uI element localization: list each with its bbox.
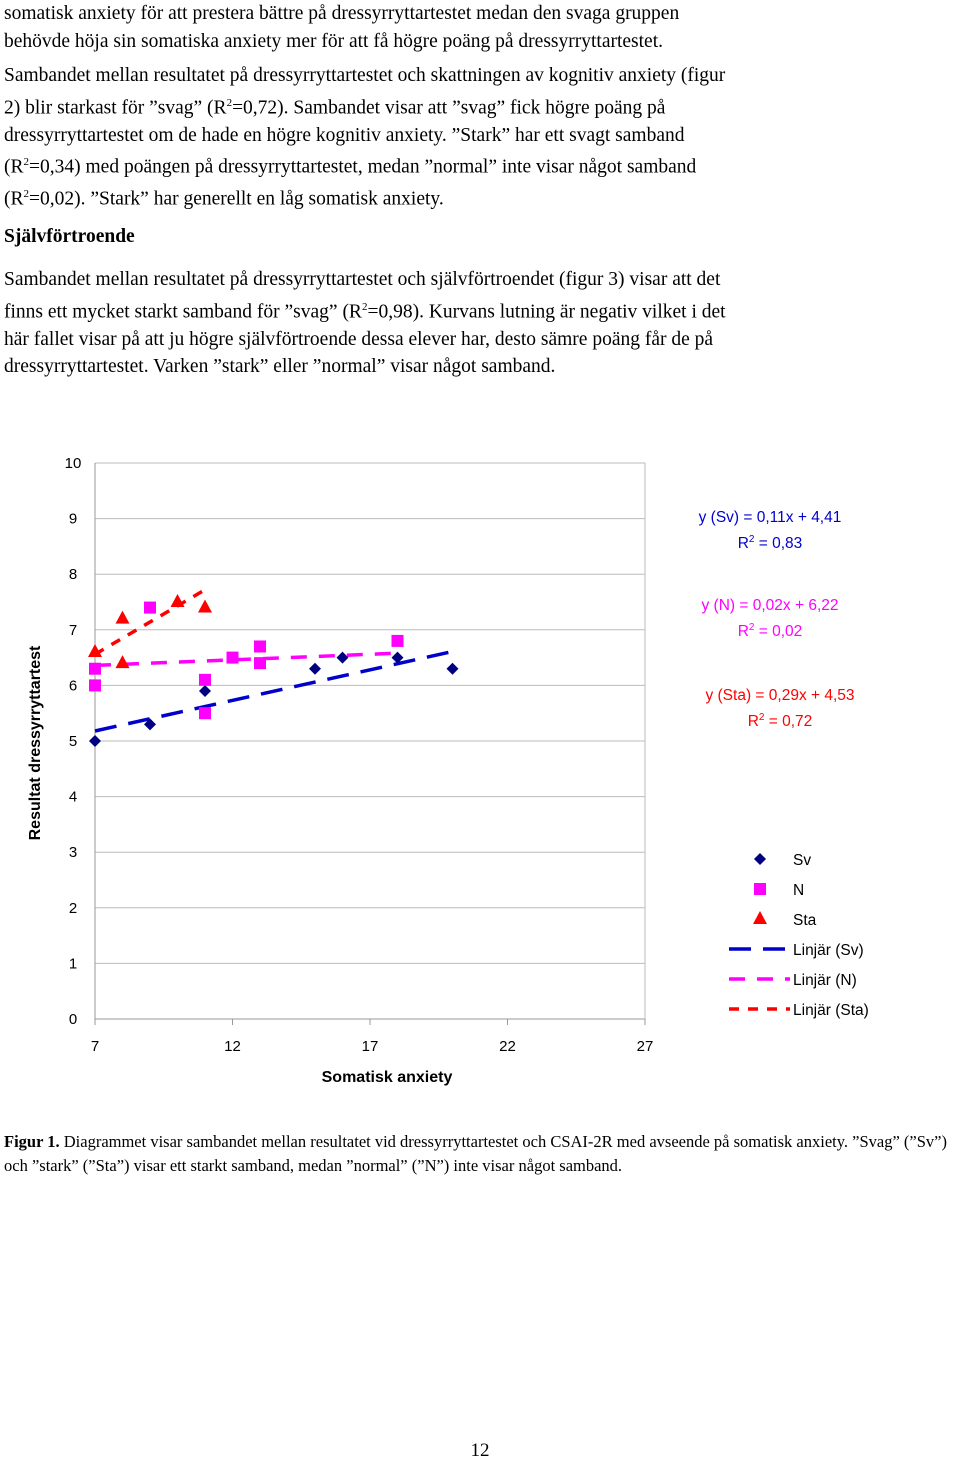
data-point-n [144, 601, 156, 614]
y-tick-label: 7 [69, 622, 77, 639]
x-tick-label: 12 [224, 1038, 241, 1055]
data-point-sta [115, 610, 130, 624]
data-point-n [89, 662, 101, 675]
x-tick-label: 7 [91, 1038, 99, 1055]
caption-text: Diagrammet visar sambandet mellan result… [4, 1132, 947, 1175]
trendline-1 [94, 651, 398, 668]
text-line: finns ett mycket starkt samband för ”sva… [4, 300, 726, 323]
chart-gridlines [95, 462, 645, 964]
legend-marker-n [754, 883, 766, 895]
data-point-n [226, 651, 239, 664]
legend-label: Linjär (N) [793, 972, 857, 989]
legend-label: Sta [793, 912, 817, 929]
legend-label: Linjär (Sta) [793, 1002, 869, 1019]
y-tick-label: 5 [69, 733, 77, 750]
trendline-r-squared: R2 = 0,02 [738, 622, 803, 640]
text-line: behövde höja sin somatiska anxiety mer f… [4, 30, 664, 52]
superscript: 2 [226, 96, 233, 109]
data-point-n [199, 673, 211, 686]
superscript: 2 [361, 300, 368, 313]
superscript: 2 [759, 712, 765, 723]
x-tick-label: 27 [637, 1038, 654, 1055]
text-line: Sambandet mellan resultatet på dressyrry… [4, 65, 726, 86]
data-point-sv [144, 718, 156, 731]
chart-legend: Sv N Sta Linjär (Sv) Linjär (N) Linjär (Sta) [729, 852, 869, 1019]
data-point-sv [446, 662, 459, 675]
data-point-n [199, 707, 211, 720]
trendline-equation: y (Sv) = 0,11x + 4,41 [699, 509, 842, 526]
data-point-n [254, 657, 266, 670]
text-line: 2) blir starkast för ”svag” (R2=0,72). S… [4, 96, 666, 119]
data-point-sta [198, 599, 212, 613]
chart-trendlines [94, 588, 453, 733]
text-line: (R2=0,34) med poängen på dressyrryttarte… [4, 156, 697, 178]
superscript: 2 [23, 156, 30, 168]
y-tick-label: 2 [69, 900, 77, 917]
paragraph-kognitiv: Sambandet mellan resultatet på dressyrry… [4, 62, 952, 213]
y-tick-label: 0 [69, 1011, 77, 1028]
legend-marker-sv [754, 853, 766, 865]
r-squared-value: = 0,02 [754, 623, 802, 640]
y-tick-label: 9 [69, 511, 77, 528]
data-point-n [391, 634, 404, 647]
chart-axes [94, 463, 646, 1025]
y-tick-label: 3 [69, 844, 77, 861]
r-squared-value: = 0,72 [764, 713, 812, 730]
data-point-sv [336, 651, 349, 664]
data-point-n [89, 679, 101, 692]
r-squared-label: R [748, 713, 759, 730]
data-point-sv [89, 735, 101, 747]
trendline-r-squared: R2 = 0,72 [748, 712, 813, 730]
r-squared-label: R [738, 623, 749, 640]
text-line: här fallet visar på att ju högre självfö… [4, 328, 714, 350]
legend-label: Linjär (Sv) [793, 942, 864, 959]
trendline-equation: y (N) = 0,02x + 6,22 [702, 597, 839, 614]
data-point-n [254, 640, 266, 653]
text-line: Sambandet mellan resultatet på dressyrry… [4, 269, 721, 290]
data-point-sta [115, 655, 130, 669]
data-point-sv [309, 662, 321, 675]
section-heading: Självförtroende [4, 226, 135, 247]
paragraph-intro: somatisk anxiety för att prestera bättre… [4, 0, 952, 55]
y-tick-label: 8 [69, 566, 77, 583]
trendline-equation: y (Sta) = 0,29x + 4,53 [705, 687, 854, 704]
legend-marker-sta [753, 911, 767, 924]
x-tick-label: 17 [362, 1038, 379, 1055]
text-line: dressyrryttartestet. Varken ”stark” elle… [4, 356, 556, 377]
trendline-r-squared: R2 = 0,83 [738, 534, 803, 552]
superscript: 2 [23, 188, 30, 200]
legend-label: N [793, 882, 804, 899]
x-axis-label: Somatisk anxiety [322, 1069, 453, 1086]
r-squared-value: = 0,83 [754, 535, 802, 552]
page-number: 12 [470, 1440, 490, 1461]
y-axis-label: Resultat dressyrryttartest [27, 645, 44, 840]
x-tick-label: 22 [499, 1038, 516, 1055]
data-point-sv [199, 684, 211, 697]
r-squared-label: R [738, 535, 749, 552]
data-point-sta [88, 644, 102, 658]
superscript: 2 [749, 534, 755, 545]
data-point-sv [391, 651, 404, 664]
text-line: somatisk anxiety för att prestera bättre… [4, 3, 680, 24]
figure-caption: Figur 1. Diagrammet visar sambandet mell… [4, 1130, 956, 1177]
y-tick-label: 10 [65, 455, 82, 472]
chart-points [88, 594, 459, 747]
text-line: dressyrryttartestet om de hade en högre … [4, 124, 685, 146]
data-point-sta [170, 594, 185, 607]
caption-label: Figur 1. [4, 1132, 60, 1151]
legend-label: Sv [793, 852, 811, 869]
y-tick-label: 4 [69, 789, 77, 806]
superscript: 2 [749, 622, 755, 633]
y-tick-label: 1 [69, 955, 77, 972]
trendline-0 [94, 649, 453, 733]
paragraph-sjalvfortroende: Sambandet mellan resultatet på dressyrry… [4, 266, 952, 381]
trendline-2 [94, 588, 206, 656]
y-tick-label: 6 [69, 677, 77, 694]
text-line: (R2=0,02). ”Stark” har generellt en låg … [4, 188, 444, 210]
